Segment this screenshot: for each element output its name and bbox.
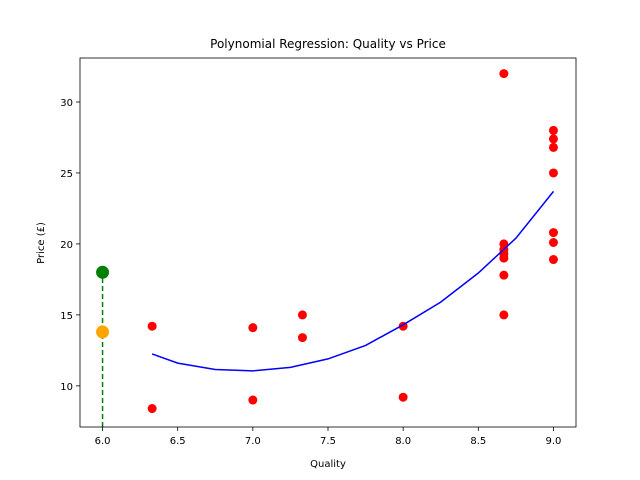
y-tick-label: 10 <box>60 382 73 393</box>
x-tick-label: 6.0 <box>95 436 111 447</box>
y-tick-label: 15 <box>60 311 73 322</box>
x-axis: 6.0 6.5 7.0 7.5 8.0 8.5 9.0 <box>95 427 562 447</box>
y-axis: 10 15 20 25 30 <box>60 98 80 393</box>
data-point <box>548 125 558 135</box>
chart-title: Polynomial Regression: Quality vs Price <box>210 37 446 51</box>
x-tick-label: 8.0 <box>395 436 411 447</box>
x-tick-label: 8.5 <box>470 436 486 447</box>
data-point <box>499 270 509 280</box>
x-tick-label: 7.0 <box>245 436 261 447</box>
x-tick-label: 7.5 <box>320 436 336 447</box>
y-tick-label: 25 <box>60 169 73 180</box>
data-point <box>548 134 558 144</box>
data-point <box>297 310 307 320</box>
data-point <box>398 392 408 402</box>
highlight-point <box>96 325 110 339</box>
data-point <box>548 168 558 178</box>
data-point <box>248 395 258 405</box>
plot-area <box>96 69 558 427</box>
data-point <box>548 255 558 265</box>
data-point <box>548 228 558 238</box>
data-point <box>499 310 509 320</box>
x-axis-label: Quality <box>310 459 346 470</box>
y-tick-label: 20 <box>60 240 73 251</box>
data-point <box>499 69 509 79</box>
x-tick-label: 9.0 <box>546 436 562 447</box>
data-point <box>499 253 509 263</box>
x-tick-label: 6.5 <box>170 436 186 447</box>
data-point <box>548 142 558 152</box>
data-point <box>147 404 157 414</box>
data-point <box>248 323 258 333</box>
regression-curve <box>151 190 555 372</box>
data-point <box>297 333 307 343</box>
y-axis-label: Price (£) <box>36 222 47 264</box>
data-point <box>548 238 558 247</box>
highlight-point <box>96 265 110 279</box>
y-tick-label: 30 <box>60 98 73 109</box>
data-point <box>147 321 157 331</box>
